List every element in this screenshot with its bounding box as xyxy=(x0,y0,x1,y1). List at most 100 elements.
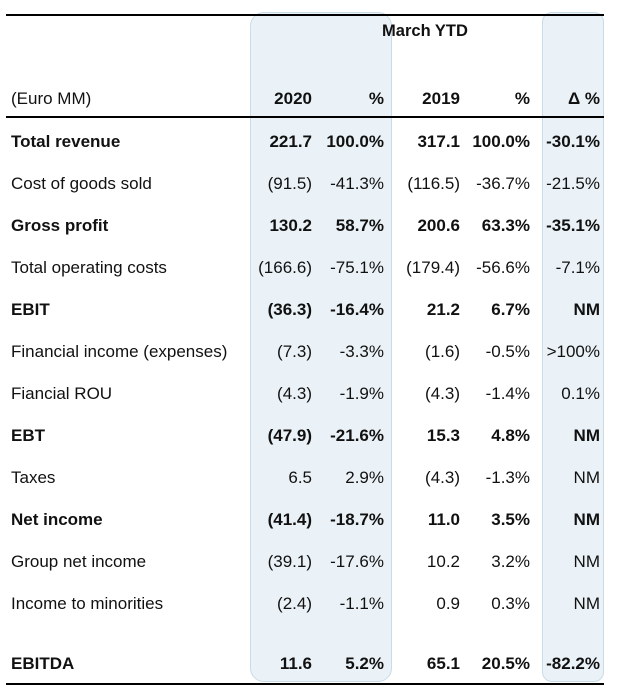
delta-pct: -7.1% xyxy=(555,258,600,277)
pct-2020: 5.2% xyxy=(345,654,384,673)
value-2019: 10.2 xyxy=(426,552,460,571)
col-2020-header: 2020 xyxy=(274,89,312,108)
row-label: Fiancial ROU xyxy=(11,384,113,403)
value-2020: (91.5) xyxy=(267,174,312,193)
table-row: Income to minorities (2.4) -1.1% 0.9 0.3% NM xyxy=(0,589,617,619)
pct-2019: 20.5% xyxy=(481,654,530,673)
value-2019: (4.3) xyxy=(425,468,460,487)
pct-2020: -18.7% xyxy=(330,510,384,529)
value-2020: (47.9) xyxy=(267,426,312,445)
value-2019: 0.9 xyxy=(436,594,460,613)
value-2020: 11.6 xyxy=(279,654,312,673)
value-2020: 221.7 xyxy=(269,132,312,151)
value-2020: (4.3) xyxy=(277,384,312,403)
value-2019: (4.3) xyxy=(425,384,460,403)
pct-2019: -36.7% xyxy=(476,174,530,193)
pct-2019: 3.2% xyxy=(491,552,530,571)
delta-pct: -21.5% xyxy=(546,174,600,193)
pct-2019: 100.0% xyxy=(472,132,530,151)
col-delta-header: Δ % xyxy=(567,89,600,108)
col-2019-header: 2019 xyxy=(422,89,460,108)
row-label: Financial income (expenses) xyxy=(11,342,228,361)
value-2019: 11.0 xyxy=(427,510,460,529)
row-label: Total operating costs xyxy=(11,258,167,277)
table-row: Fiancial ROU (4.3) -1.9% (4.3) -1.4% 0.1% xyxy=(0,379,617,409)
value-2020: (166.6) xyxy=(258,258,312,277)
pct-2019: -56.6% xyxy=(476,258,530,277)
value-2019: 65.1 xyxy=(426,654,460,673)
row-label: EBT xyxy=(11,426,45,445)
table-row: EBT (47.9) -21.6% 15.3 4.8% NM xyxy=(0,421,617,451)
header-rule xyxy=(6,116,604,118)
highlight-2020-column xyxy=(250,12,392,682)
pct-2020: -17.6% xyxy=(330,552,384,571)
pct-2020: -75.1% xyxy=(330,258,384,277)
pct-2019: 63.3% xyxy=(481,216,530,235)
table-row: Total operating costs (166.6) -75.1% (179.4… xyxy=(0,253,617,283)
delta-pct: NM xyxy=(573,468,600,487)
row-label: Taxes xyxy=(11,468,56,487)
pct-2020: -16.4% xyxy=(330,300,384,319)
table-row: Taxes 6.5 2.9% (4.3) -1.3% NM xyxy=(0,463,617,493)
pct-2019: 6.7% xyxy=(491,300,530,319)
delta-pct: -30.1% xyxy=(546,132,600,151)
top-rule xyxy=(6,14,604,16)
pct-2020: 100.0% xyxy=(326,132,384,151)
value-2020: (2.4) xyxy=(277,594,312,613)
col-2019-pct-header: % xyxy=(514,89,530,108)
pct-2019: -1.3% xyxy=(485,468,530,487)
pct-2020: -1.9% xyxy=(339,384,384,403)
delta-pct: -35.1% xyxy=(546,216,600,235)
delta-pct: >100% xyxy=(546,342,600,361)
value-2020: 130.2 xyxy=(269,216,312,235)
value-2019: 317.1 xyxy=(417,132,460,151)
column-header-row: (Euro MM) 2020 % 2019 % Δ % xyxy=(0,84,617,114)
value-2019: 15.3 xyxy=(426,426,460,445)
table-row: Total revenue 221.7 100.0% 317.1 100.0% -30.1… xyxy=(0,127,617,157)
pct-2019: -0.5% xyxy=(485,342,530,361)
row-label: Income to minorities xyxy=(11,594,164,613)
pct-2019: 4.8% xyxy=(491,426,530,445)
delta-pct: NM xyxy=(573,510,600,529)
delta-pct: NM xyxy=(573,426,600,445)
value-2019: (1.6) xyxy=(425,342,460,361)
table-row: Financial income (expenses) (7.3) -3.3% (1.… xyxy=(0,337,617,367)
table-row: EBITDA 11.6 5.2% 65.1 20.5% -82.2% xyxy=(0,649,617,679)
table-row: Gross profit 130.2 58.7% 200.6 63.3% -35.1% xyxy=(0,211,617,241)
value-2019: (179.4) xyxy=(406,258,460,277)
period-header: March YTD xyxy=(382,22,468,40)
pct-2020: 2.9% xyxy=(345,468,384,487)
pct-2019: 0.3% xyxy=(491,594,530,613)
row-label: Cost of goods sold xyxy=(11,174,152,193)
delta-pct: NM xyxy=(573,552,600,571)
value-2020: (7.3) xyxy=(277,342,312,361)
value-2019: 21.2 xyxy=(426,300,460,319)
value-2019: (116.5) xyxy=(407,174,460,193)
table-row: EBIT (36.3) -16.4% 21.2 6.7% NM xyxy=(0,295,617,325)
pct-2020: -1.1% xyxy=(339,594,384,613)
row-label: EBITDA xyxy=(11,654,75,673)
pct-2020: -41.3% xyxy=(330,174,384,193)
units-label: (Euro MM) xyxy=(11,89,92,108)
pct-2019: -1.4% xyxy=(485,384,530,403)
delta-pct: -82.2% xyxy=(546,654,600,673)
pct-2019: 3.5% xyxy=(491,510,530,529)
row-label: Gross profit xyxy=(11,216,109,235)
row-label: Total revenue xyxy=(11,132,121,151)
row-label: Group net income xyxy=(11,552,147,571)
value-2020: (41.4) xyxy=(267,510,312,529)
value-2019: 200.6 xyxy=(417,216,460,235)
pct-2020: 58.7% xyxy=(335,216,384,235)
delta-pct: NM xyxy=(573,300,600,319)
pct-2020: -21.6% xyxy=(330,426,384,445)
value-2020: 6.5 xyxy=(288,468,312,487)
table-row: Net income (41.4) -18.7% 11.0 3.5% NM xyxy=(0,505,617,535)
row-label: EBIT xyxy=(11,300,50,319)
bottom-rule xyxy=(6,683,604,685)
value-2020: (39.1) xyxy=(267,552,312,571)
value-2020: (36.3) xyxy=(267,300,312,319)
row-label: Net income xyxy=(11,510,103,529)
pct-2020: -3.3% xyxy=(339,342,384,361)
col-2020-pct-header: % xyxy=(368,89,384,108)
highlight-delta-column xyxy=(542,12,604,682)
